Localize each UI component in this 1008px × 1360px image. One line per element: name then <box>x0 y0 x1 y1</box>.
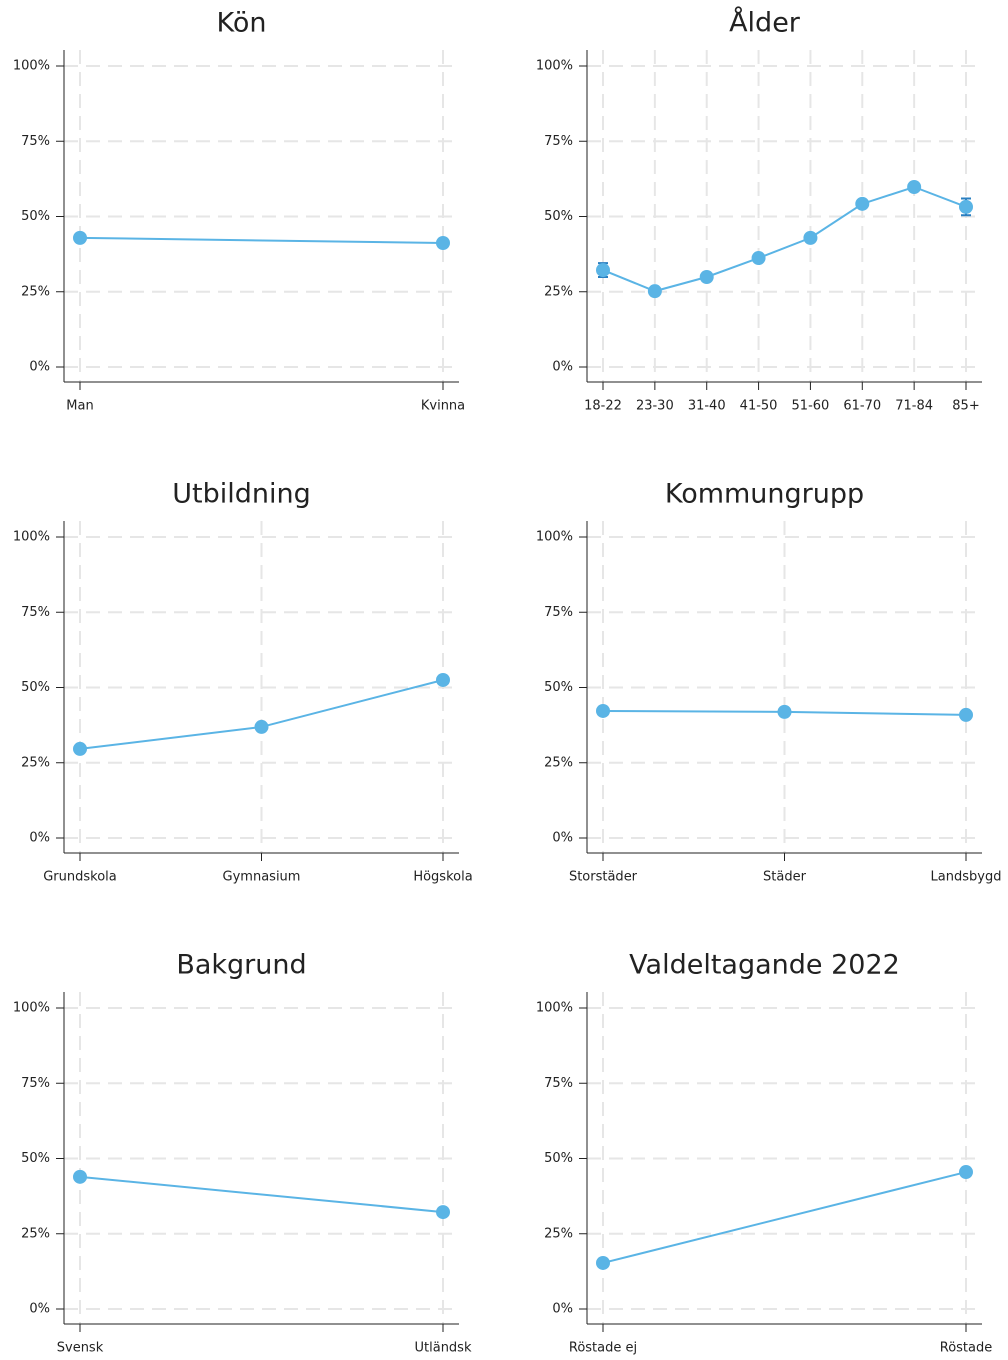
y-tick-label: 100% <box>536 1001 573 1016</box>
x-tick-label: 23-30 <box>636 399 674 414</box>
x-tick-label: Städer <box>763 870 807 885</box>
y-tick-label: 50% <box>544 1151 573 1166</box>
y-tick-label: 50% <box>21 209 50 224</box>
y-tick-label: 25% <box>21 284 50 299</box>
data-point <box>699 270 714 285</box>
x-tick-label: Gymnasium <box>223 870 301 885</box>
x-tick-label: 71-84 <box>895 399 933 414</box>
series-line <box>602 185 967 293</box>
x-tick-label: Röstade ej <box>569 1341 637 1356</box>
chart-title: Kön <box>217 8 267 39</box>
series-line <box>79 679 444 750</box>
data-point <box>959 1165 973 1180</box>
y-tick-label: 75% <box>21 134 50 149</box>
y-tick-label: 25% <box>21 1226 50 1241</box>
x-tick-label: Utländsk <box>415 1341 472 1356</box>
data-point <box>647 284 662 299</box>
chart-title: Kommungrupp <box>665 479 864 510</box>
y-tick-label: 0% <box>29 831 50 846</box>
data-point <box>596 263 610 278</box>
data-point <box>436 1205 450 1220</box>
y-tick-label: 0% <box>552 831 573 846</box>
y-tick-label: 100% <box>13 1001 50 1016</box>
data-point <box>73 741 87 756</box>
data-point <box>596 1255 610 1270</box>
x-tick-label: Grundskola <box>43 870 117 885</box>
series-line <box>79 236 444 244</box>
y-tick-label: 100% <box>13 530 50 545</box>
y-tick-label: 0% <box>29 1302 50 1317</box>
x-tick-label: 31-40 <box>688 399 726 414</box>
data-point <box>803 230 818 245</box>
data-point <box>254 719 269 734</box>
data-point <box>751 251 766 266</box>
x-tick-label: 18-22 <box>584 399 622 414</box>
y-tick-label: 50% <box>21 1151 50 1166</box>
y-tick-label: 100% <box>536 59 573 74</box>
data-point <box>777 704 792 719</box>
x-tick-label: 51-60 <box>792 399 830 414</box>
y-tick-label: 50% <box>544 680 573 695</box>
data-point <box>907 180 922 195</box>
y-tick-label: 0% <box>552 360 573 375</box>
y-tick-label: 75% <box>21 605 50 620</box>
chart-title: Ålder <box>729 7 801 39</box>
y-tick-label: 50% <box>544 209 573 224</box>
y-tick-label: 25% <box>544 284 573 299</box>
x-tick-label: Kvinna <box>421 399 465 414</box>
data-point <box>73 230 87 245</box>
y-tick-label: 75% <box>544 605 573 620</box>
x-tick-label: Svensk <box>57 1341 104 1356</box>
y-tick-label: 75% <box>544 134 573 149</box>
data-point <box>436 235 450 250</box>
y-tick-label: 25% <box>21 755 50 770</box>
x-tick-label: 41-50 <box>740 399 778 414</box>
data-point <box>959 199 973 214</box>
data-point <box>436 672 450 687</box>
x-tick-label: Man <box>66 399 93 414</box>
series-line <box>602 1171 967 1264</box>
y-tick-label: 75% <box>544 1076 573 1091</box>
chart-title: Utbildning <box>172 479 311 510</box>
data-point <box>73 1169 87 1184</box>
y-tick-label: 0% <box>552 1302 573 1317</box>
x-tick-label: 85+ <box>952 399 979 414</box>
y-tick-label: 100% <box>536 530 573 545</box>
y-tick-label: 0% <box>29 360 50 375</box>
data-point <box>596 703 610 718</box>
y-tick-label: 100% <box>13 59 50 74</box>
data-point <box>855 196 870 211</box>
chart-title: Valdeltagande 2022 <box>629 950 900 981</box>
x-tick-label: Storstäder <box>569 870 638 885</box>
chart-title: Bakgrund <box>176 950 306 981</box>
x-tick-label: Röstade <box>940 1341 993 1356</box>
x-tick-label: 61-70 <box>843 399 881 414</box>
x-tick-label: Högskola <box>413 870 472 885</box>
data-point <box>959 707 973 722</box>
x-tick-label: Landsbygd <box>931 870 1002 885</box>
y-tick-label: 25% <box>544 1226 573 1241</box>
y-tick-label: 50% <box>21 680 50 695</box>
y-tick-label: 25% <box>544 755 573 770</box>
y-tick-label: 75% <box>21 1076 50 1091</box>
series-line <box>79 1175 444 1214</box>
